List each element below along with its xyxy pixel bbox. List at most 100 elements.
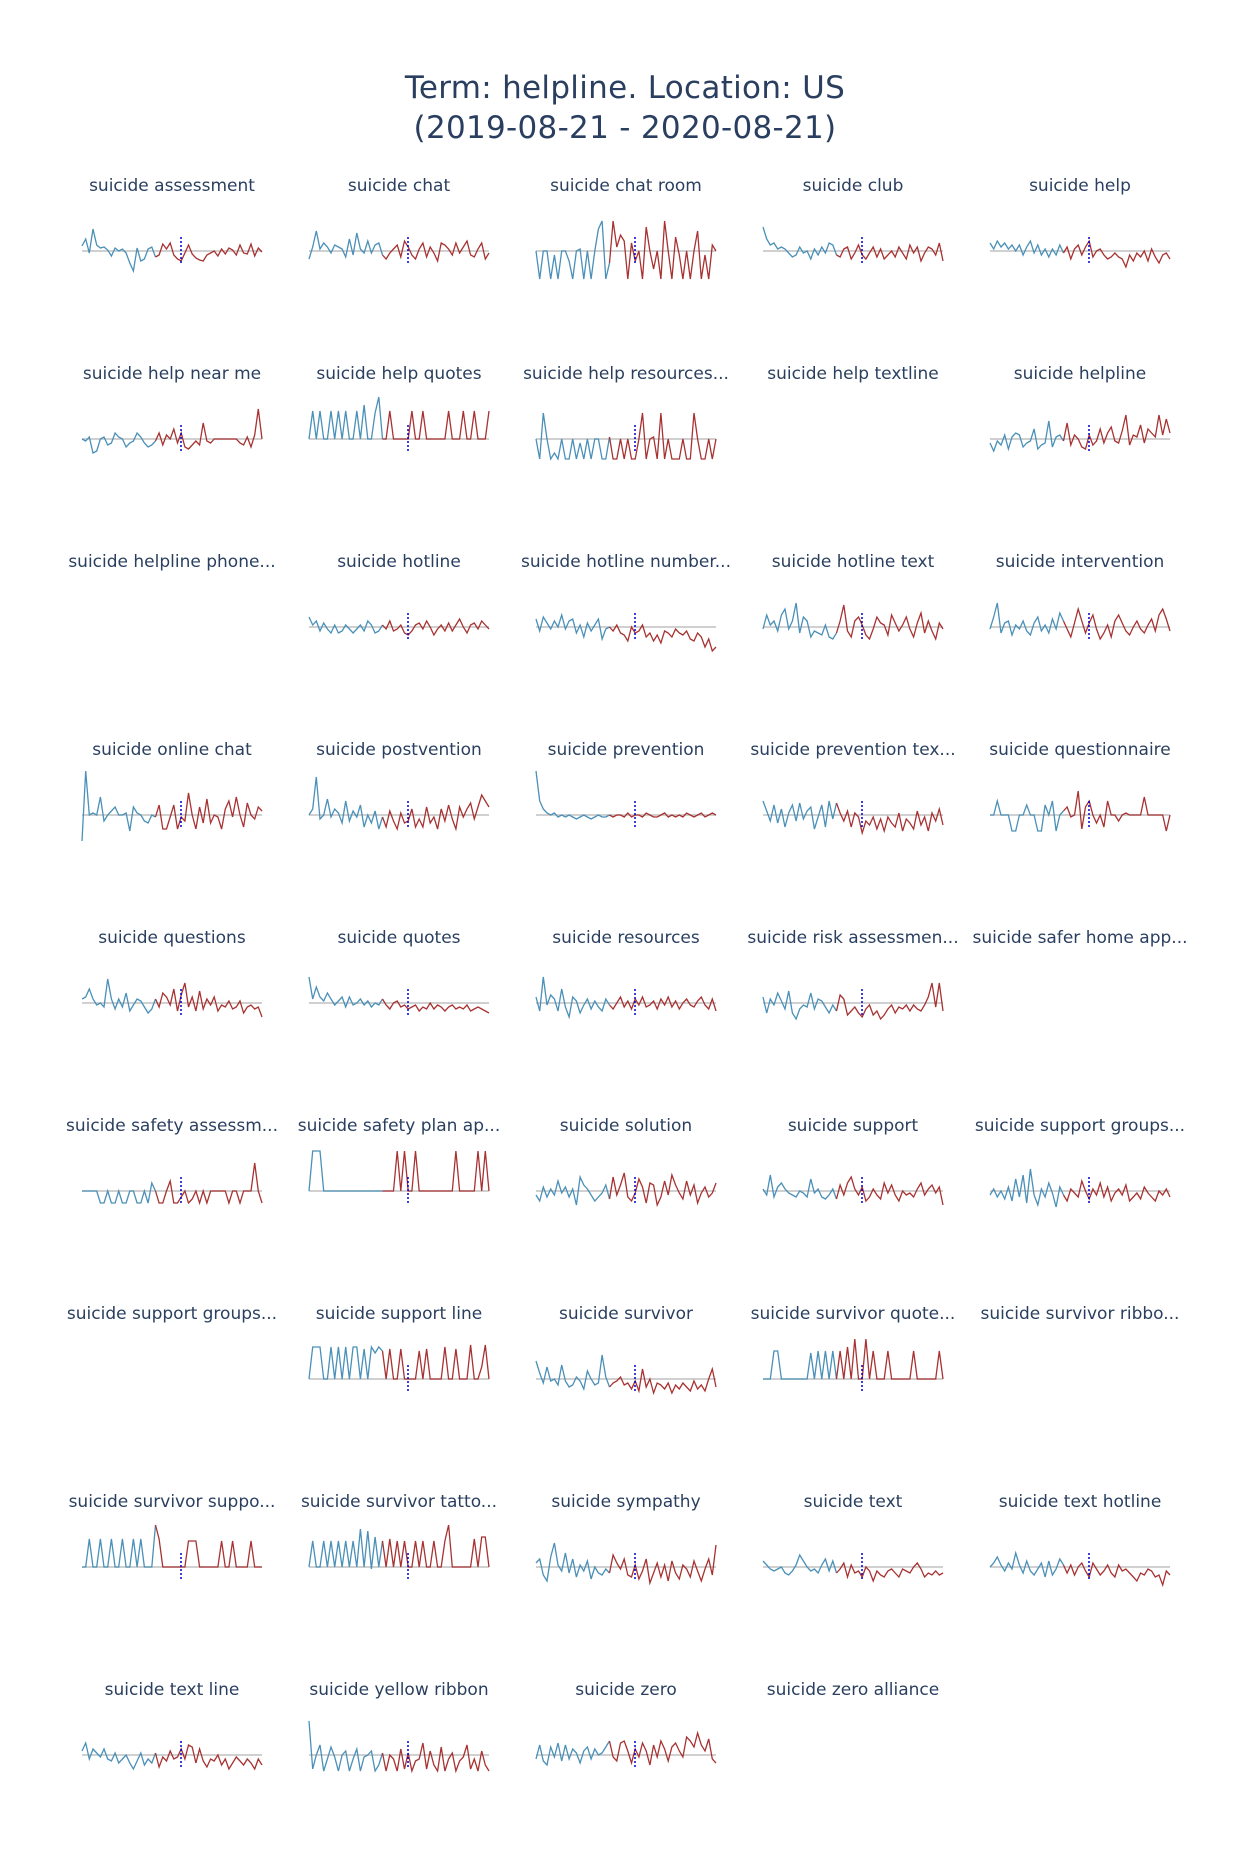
panel-plot [989,1550,1171,1588]
chart-panel: suicide yellow ribbon [286,1680,512,1830]
series-before [82,1180,157,1204]
panel-plot [989,602,1171,641]
series-before [81,431,156,454]
series-before [990,798,1064,832]
series-after [381,998,490,1014]
panel-title: suicide sympathy [551,1492,701,1512]
chart-panel: suicide help near me [59,364,285,514]
panel-title: suicide text line [104,1680,240,1700]
panel-title: suicide survivor quote... [750,1304,956,1324]
series-before [989,1168,1065,1208]
series-before [762,602,838,640]
panel-plot [762,226,944,265]
series-after [836,242,944,263]
panel-plot [81,408,263,454]
panel-title: suicide chat [347,176,451,196]
series-after [381,1742,490,1774]
series-before [762,1553,838,1576]
panel-title: suicide prevention tex... [750,740,956,760]
panel-plot [81,978,263,1018]
panel-title: suicide support [787,1116,919,1136]
panel-title: suicide help resources... [523,364,729,384]
panel-plot [535,976,717,1020]
panel-title: suicide hotline number... [520,552,731,572]
series-before [308,1528,384,1570]
panel-title: suicide club [802,176,904,196]
panel-title: suicide survivor suppo... [68,1492,276,1512]
series-before [535,976,611,1020]
series-after [154,1162,263,1206]
panel-plot [308,230,490,265]
series-after [608,1172,717,1208]
series-before [763,1350,838,1380]
panel-title: suicide zero [575,1680,677,1700]
series-after [835,802,944,836]
series-before [308,616,384,635]
panel-title: suicide support groups... [974,1116,1186,1136]
panel-plot [535,1172,717,1208]
panel-title: suicide risk assessmen... [747,928,959,948]
series-before [308,776,384,830]
chart-panel: suicide text hotline [967,1492,1193,1642]
series-after [609,812,717,818]
panel-title: suicide help near me [82,364,262,384]
series-after [382,1150,490,1192]
panel-plot [762,982,944,1021]
panel-plot [81,228,263,274]
series-before [308,1345,383,1380]
series-after [1063,790,1171,832]
series-after [608,220,717,280]
chart-panel: suicide survivor [513,1304,739,1454]
chart-panel: suicide zero [513,1680,739,1830]
series-after [835,1338,944,1380]
chart-panel: suicide online chat [59,740,285,890]
series-after [1062,606,1171,641]
chart-panel: suicide help textline [740,364,966,514]
panel-plot [308,776,490,832]
panel-title: suicide survivor [559,1304,693,1324]
series-after [608,412,717,460]
chart-panel: suicide questionnaire [967,740,1193,890]
panel-title: suicide support line [315,1304,483,1324]
series-after [381,793,490,832]
chart-panel: suicide text [740,1492,966,1642]
chart-panel: suicide helpline phone... [59,552,285,702]
panel-plot [535,770,717,829]
chart-panel: suicide survivor suppo... [59,1492,285,1642]
chart-panel: suicide survivor tatto... [286,1492,512,1642]
series-before [535,412,611,461]
series-after [154,982,263,1018]
series-before [535,1740,611,1767]
series-before [535,1354,611,1392]
series-after [382,617,490,637]
panel-title: suicide text hotline [998,1492,1162,1512]
series-after [609,995,717,1012]
panel-title: suicide helpline [1013,364,1147,384]
chart-panel: suicide safer home app... [967,928,1193,1078]
series-after [1062,1561,1171,1588]
series-after [1062,1178,1171,1203]
series-after [1062,239,1171,269]
panel-plot [308,396,490,453]
series-after [154,408,263,450]
panel-plot [308,613,490,641]
panel-plot [81,1740,263,1771]
chart-panel: suicide hotline text [740,552,966,702]
series-after [835,604,944,642]
panel-plot [82,1524,262,1581]
chart-panel: suicide safety assessm... [59,1116,285,1266]
chart-panel: suicide sympathy [513,1492,739,1642]
panel-title: suicide survivor tatto... [300,1492,498,1512]
series-before [989,602,1065,638]
panel-title: suicide solution [559,1116,693,1136]
series-after [382,239,490,264]
panel-title: suicide helpline phone... [68,552,276,572]
chart-panel: suicide prevention [513,740,739,890]
panel-title: suicide help textline [767,364,939,384]
panel-title: suicide safety assessm... [65,1116,278,1136]
chart-panel: suicide solution [513,1116,739,1266]
chart-panel: suicide chat [286,176,512,326]
series-before [81,1740,157,1771]
chart-panel: suicide helpline [967,364,1193,514]
